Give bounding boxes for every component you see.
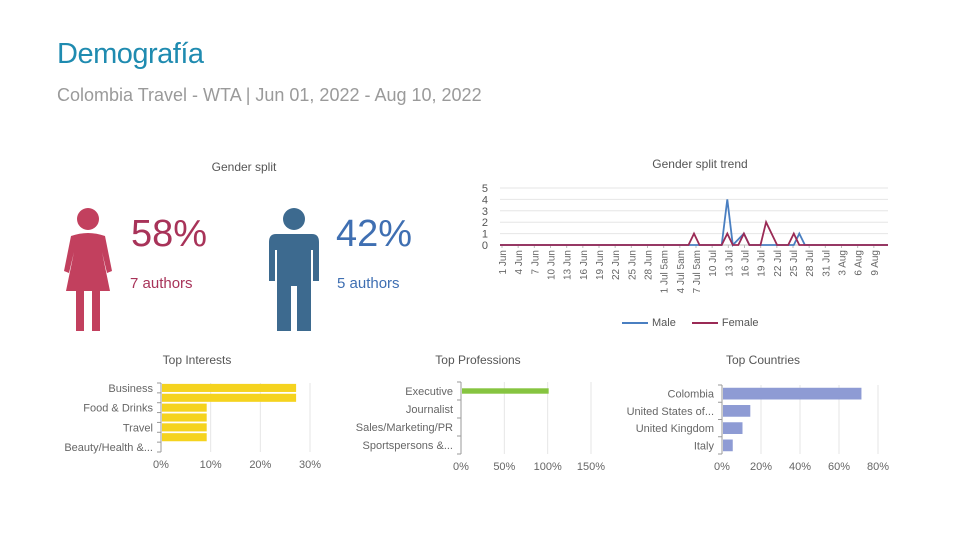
legend-female: Female: [691, 317, 759, 329]
professions-chart-title: Top Professions: [435, 353, 521, 367]
trend-y-tick-label: 5: [482, 183, 488, 195]
trend-y-tick-label: 3: [482, 206, 488, 218]
bar-category-label: Food & Drinks: [83, 403, 153, 415]
trend-x-tick-label: 16 Jun: [579, 250, 590, 280]
bar: [162, 423, 207, 432]
bar-x-tick-label: 150%: [577, 461, 605, 473]
bar: [723, 422, 743, 434]
bar-x-tick-label: 40%: [789, 461, 811, 473]
trend-x-tick-label: 22 Jun: [611, 250, 622, 280]
trend-x-tick-label: 28 Jun: [644, 250, 655, 280]
trend-line-female: [500, 219, 888, 246]
trend-x-tick-label: 19 Jun: [595, 250, 606, 280]
trend-x-tick-label: 25 Jun: [627, 250, 638, 280]
bar: [162, 413, 207, 422]
trend-x-tick-label: 13 Jun: [563, 250, 574, 280]
page-subtitle: Colombia Travel - WTA | Jun 01, 2022 - A…: [57, 85, 482, 105]
top-countries-chart: 0% 20% 40% 60% 80% Colombia United States of..…: [627, 384, 889, 473]
page-title: Demografía: [57, 38, 204, 70]
bar-x-tick-label: 100%: [534, 461, 562, 473]
bar-x-tick-label: 0%: [714, 461, 730, 473]
bar-category-label: United States of...: [627, 406, 714, 418]
trend-legend: Male Female: [622, 317, 759, 329]
bar: [723, 405, 751, 417]
bar: [162, 383, 297, 392]
top-interests-chart: 0% 10% 20% 30% Business Food & Drinks Travel Be…: [64, 382, 321, 471]
trend-x-tick-label: 1 Jun: [498, 250, 509, 274]
legend-male-label: Male: [652, 317, 676, 329]
trend-chart-title: Gender split trend: [652, 157, 748, 171]
female-person-icon: [64, 208, 112, 331]
bar: [723, 439, 733, 452]
trend-y-tick-label: 4: [482, 194, 488, 206]
trend-x-tick-label: 9 Aug: [870, 250, 881, 276]
legend-male: Male: [622, 317, 676, 329]
bar-x-tick-label: 0%: [453, 461, 469, 473]
bar: [162, 393, 297, 402]
trend-x-tick-label: 31 Jul: [821, 250, 832, 277]
legend-male-swatch: [622, 322, 648, 324]
bar: [723, 387, 862, 400]
trend-x-tick-label: 19 Jul: [757, 250, 768, 277]
bar-category-label: Sales/Marketing/PR: [356, 422, 453, 434]
bar-x-tick-label: 80%: [867, 461, 889, 473]
bar-category-label: Colombia: [668, 389, 715, 401]
trend-x-tick-label: 4 Jul 5am: [676, 250, 687, 293]
female-percent: 58%: [131, 213, 208, 255]
interests-chart-title: Top Interests: [162, 353, 232, 367]
male-authors: 5 authors: [337, 275, 400, 292]
trend-x-tick-label: 7 Jun: [530, 250, 541, 274]
gender-split-title: Gender split: [211, 160, 277, 174]
trend-x-tick-label: 1 Jul 5am: [660, 250, 671, 293]
bar-category-label: Executive: [405, 386, 453, 398]
top-professions-chart: 0% 50% 100% 150% Executive Journalist Sales/Ma…: [356, 381, 605, 473]
trend-x-tick-label: 3 Aug: [838, 250, 849, 276]
bar-category-label: Sportspersons &...: [363, 440, 454, 452]
trend-y-tick-label: 1: [482, 229, 488, 241]
bar-category-label: Beauty/Health &...: [64, 442, 153, 454]
male-person-icon: [269, 208, 319, 331]
trend-x-tick-label: 7 Jul 5am: [692, 250, 703, 293]
legend-female-swatch: [691, 322, 718, 324]
trend-y-tick-label: 0: [482, 240, 488, 252]
trend-x-tick-label: 28 Jul: [805, 250, 816, 277]
female-authors: 7 authors: [130, 275, 193, 292]
trend-x-tick-label: 10 Jun: [547, 250, 558, 280]
bar-x-tick-label: 50%: [493, 461, 515, 473]
bar: [162, 433, 207, 442]
bar-x-tick-label: 60%: [828, 461, 850, 473]
countries-chart-title: Top Countries: [725, 353, 801, 367]
trend-y-tick-label: 2: [482, 217, 488, 229]
bar-x-tick-label: 10%: [200, 459, 222, 471]
bar-category-label: United Kingdom: [636, 423, 714, 435]
bar: [162, 403, 207, 412]
trend-x-tick-label: 22 Jul: [773, 250, 784, 277]
bar-x-tick-label: 0%: [153, 459, 169, 471]
trend-x-tick-label: 4 Jun: [514, 250, 525, 274]
bar-category-label: Business: [108, 383, 153, 395]
trend-x-tick-label: 16 Jul: [741, 250, 752, 277]
bar: [462, 388, 549, 394]
trend-x-tick-label: 10 Jul: [708, 250, 719, 277]
male-percent: 42%: [336, 213, 413, 255]
bar-category-label: Italy: [694, 440, 715, 452]
bar-x-tick-label: 20%: [249, 459, 271, 471]
trend-x-tick-label: 13 Jul: [724, 250, 735, 277]
trend-x-tick-label: 25 Jul: [789, 250, 800, 277]
bar-x-tick-label: 30%: [299, 459, 321, 471]
bar-category-label: Journalist: [406, 404, 453, 416]
trend-x-tick-label: 6 Aug: [854, 250, 865, 276]
legend-female-label: Female: [721, 317, 759, 329]
bar-x-tick-label: 20%: [750, 461, 772, 473]
bar-category-label: Travel: [123, 422, 153, 434]
